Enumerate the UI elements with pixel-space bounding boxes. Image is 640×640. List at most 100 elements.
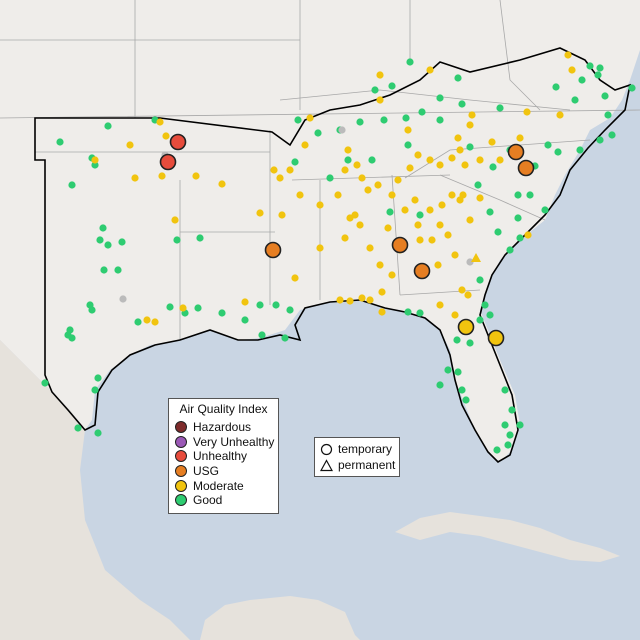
aqi-legend: Air Quality Index Hazardous Very Unhealt… — [168, 398, 279, 514]
monitor-marker — [306, 114, 314, 122]
monitor-marker — [444, 231, 452, 239]
monitor-marker — [448, 154, 456, 162]
monitor-marker — [453, 336, 461, 344]
monitor-marker — [516, 234, 524, 242]
monitor-marker — [506, 431, 514, 439]
region-outline — [34, 47, 632, 464]
legend-item-moderate: Moderate — [175, 478, 272, 493]
monitor-marker — [406, 58, 414, 66]
monitor-marker — [496, 156, 504, 164]
monitor-marker — [594, 71, 602, 79]
monitor-marker — [336, 296, 344, 304]
monitor-marker — [451, 311, 459, 319]
monitor-marker — [596, 64, 604, 72]
monitor-marker — [454, 74, 462, 82]
monitor-marker — [378, 288, 386, 296]
monitor-marker — [376, 96, 384, 104]
monitor-marker — [486, 208, 494, 216]
monitor-marker — [586, 62, 594, 70]
monitor-marker — [576, 146, 584, 154]
monitor-marker — [468, 111, 476, 119]
monitor-marker — [173, 236, 181, 244]
monitor-marker — [218, 309, 226, 317]
monitor-marker — [526, 191, 534, 199]
monitor-marker — [119, 295, 127, 303]
monitor-marker — [41, 379, 49, 387]
monitor-marker — [474, 181, 482, 189]
monitor-marker — [74, 424, 82, 432]
legend-label: Unhealthy — [193, 449, 248, 464]
monitor-marker — [402, 114, 410, 122]
monitor-marker — [462, 396, 470, 404]
monitor-marker — [241, 298, 249, 306]
monitor-marker — [68, 334, 76, 342]
monitor-marker — [388, 82, 396, 90]
monitor-marker — [94, 429, 102, 437]
monitor-marker — [156, 118, 164, 126]
monitor-marker — [414, 151, 422, 159]
hazardous-swatch-icon — [175, 421, 187, 434]
monitor-marker — [281, 334, 289, 342]
legend-title: Air Quality Index — [179, 402, 268, 416]
legend-label: temporary — [338, 442, 393, 456]
monitor-marker — [344, 146, 352, 154]
monitor-marker — [466, 216, 474, 224]
monitor-marker — [404, 308, 412, 316]
monitor-marker — [256, 301, 264, 309]
monitor-marker — [416, 211, 424, 219]
circle-icon — [320, 443, 333, 455]
monitor-marker — [371, 86, 379, 94]
monitor-marker — [356, 221, 364, 229]
monitor-marker — [134, 318, 142, 326]
monitor-marker — [88, 306, 96, 314]
monitor-marker — [104, 122, 112, 130]
monitor-marker — [556, 111, 564, 119]
monitor-marker — [91, 156, 99, 164]
highlighted-monitor-marker — [507, 143, 525, 161]
monitor-marker — [524, 231, 532, 239]
monitor-marker — [366, 296, 374, 304]
monitor-marker — [501, 421, 509, 429]
monitor-marker — [384, 224, 392, 232]
monitor-marker — [426, 66, 434, 74]
monitor-marker — [376, 71, 384, 79]
monitor-marker — [270, 166, 278, 174]
permanent-monitor-marker — [471, 253, 481, 262]
monitor-marker — [256, 209, 264, 217]
aqi-markers — [41, 51, 636, 454]
legend-label: Moderate — [193, 478, 244, 493]
monitor-marker — [114, 266, 122, 274]
monitor-marker — [514, 191, 522, 199]
monitor-marker — [436, 221, 444, 229]
monitor-marker — [406, 164, 414, 172]
monitor-marker — [501, 386, 509, 394]
monitor-marker — [436, 381, 444, 389]
monitor-marker — [436, 161, 444, 169]
monitor-marker — [158, 172, 166, 180]
monitor-marker — [596, 136, 604, 144]
monitor-marker — [601, 92, 609, 100]
monitor-marker — [68, 181, 76, 189]
legend-label: USG — [193, 464, 220, 479]
monitor-marker — [286, 166, 294, 174]
monitor-marker — [476, 276, 484, 284]
monitor-marker — [414, 221, 422, 229]
monitor-marker — [466, 339, 474, 347]
triangle-icon — [320, 458, 333, 471]
unhealthy-swatch-icon — [175, 450, 187, 463]
monitor-marker — [143, 316, 151, 324]
monitor-marker — [316, 201, 324, 209]
monitor-marker — [314, 129, 322, 137]
monitor-marker — [196, 234, 204, 242]
monitor-marker — [366, 244, 374, 252]
monitor-marker — [578, 76, 586, 84]
monitor-marker — [326, 174, 334, 182]
monitor-marker — [338, 126, 346, 134]
monitor-marker — [346, 297, 354, 305]
monitor-marker — [258, 331, 266, 339]
monitor-marker — [179, 304, 187, 312]
monitor-marker — [151, 318, 159, 326]
mexico-land — [0, 340, 190, 640]
monitor-marker — [436, 116, 444, 124]
monitor-marker — [192, 172, 200, 180]
